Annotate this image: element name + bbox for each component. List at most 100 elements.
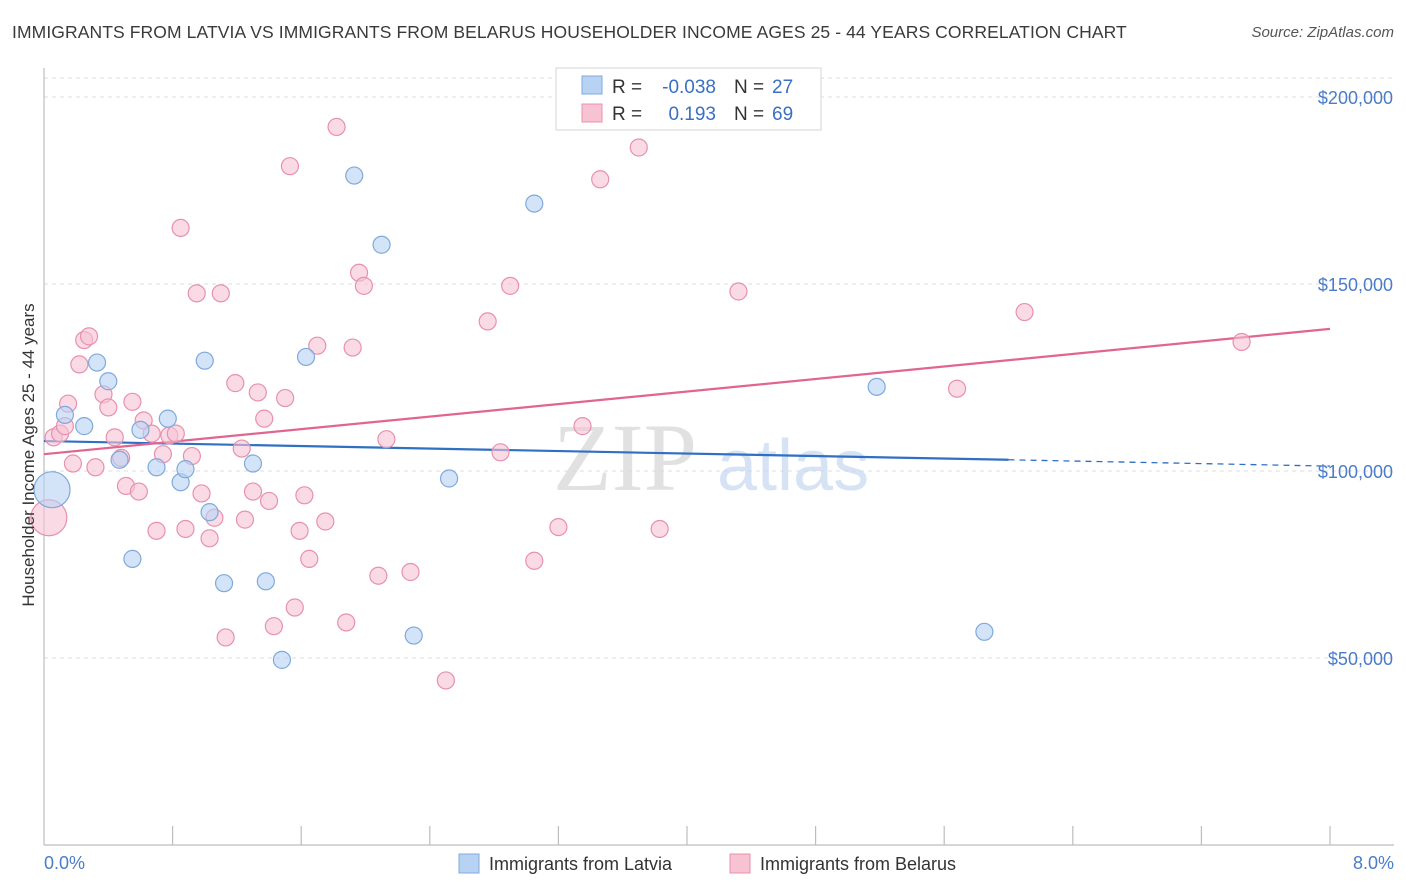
data-point-belarus bbox=[259, 491, 279, 511]
data-point-belarus bbox=[436, 671, 455, 690]
data-point-belarus bbox=[401, 562, 420, 582]
data-point-latvia bbox=[214, 574, 234, 593]
data-point-latvia bbox=[131, 420, 150, 439]
data-point-belarus bbox=[235, 510, 255, 529]
data-point-belarus bbox=[123, 392, 142, 411]
watermark: ZIP atlas bbox=[553, 404, 869, 511]
data-point-belarus bbox=[211, 284, 230, 303]
chart-title: IMMIGRANTS FROM LATVIA VS IMMIGRANTS FRO… bbox=[12, 22, 1127, 42]
stats-r-label-latvia: R = bbox=[612, 77, 642, 98]
data-point-latvia bbox=[147, 458, 166, 477]
stats-n-label-latvia: N = bbox=[734, 77, 764, 98]
data-point-belarus bbox=[99, 398, 118, 417]
data-point-belarus bbox=[308, 336, 327, 355]
data-point-latvia bbox=[243, 454, 263, 473]
stats-legend: R = -0.038 N = 27 R = 0.193 N = 69 bbox=[555, 67, 822, 131]
stats-n-label-belarus: N = bbox=[734, 104, 764, 125]
data-point-belarus bbox=[300, 549, 319, 568]
data-point-belarus bbox=[295, 486, 314, 505]
data-point-belarus bbox=[650, 519, 669, 539]
stats-n-value-belarus: 69 bbox=[772, 104, 793, 125]
y-tick-labels: $50,000 $100,000 $150,000 $200,000 bbox=[1318, 88, 1393, 669]
stats-swatch-belarus bbox=[581, 103, 603, 123]
data-point-latvia bbox=[87, 353, 107, 372]
data-point-belarus bbox=[501, 276, 520, 295]
y-tick-label: $50,000 bbox=[1328, 649, 1393, 669]
data-point-belarus bbox=[354, 276, 373, 295]
data-point-belarus bbox=[343, 338, 362, 357]
data-point-latvia bbox=[110, 450, 129, 469]
data-point-latvia bbox=[404, 626, 423, 645]
data-point-latvia bbox=[33, 471, 71, 509]
data-point-latvia bbox=[176, 460, 195, 479]
data-point-belarus bbox=[129, 482, 148, 501]
data-point-belarus bbox=[1232, 332, 1251, 352]
grid-lines bbox=[44, 77, 1394, 659]
stats-n-value-latvia: 27 bbox=[772, 77, 793, 98]
data-point-belarus bbox=[337, 613, 356, 632]
data-point-belarus bbox=[478, 312, 497, 331]
data-point-latvia bbox=[525, 194, 544, 213]
data-point-belarus bbox=[166, 424, 185, 443]
data-point-latvia bbox=[345, 166, 364, 185]
data-point-belarus bbox=[147, 521, 166, 540]
y-axis-label: Householder Income Ages 25 - 44 years bbox=[19, 303, 38, 606]
data-point-belarus bbox=[491, 443, 510, 462]
x-tick-label-min: 0.0% bbox=[44, 853, 85, 873]
y-tick-label: $100,000 bbox=[1318, 462, 1393, 482]
data-point-latvia bbox=[272, 650, 292, 669]
series-legend: Immigrants from Latvia Immigrants from B… bbox=[458, 853, 956, 874]
data-point-latvia bbox=[439, 469, 459, 488]
data-point-belarus bbox=[525, 551, 544, 570]
watermark-zip: ZIP bbox=[553, 404, 697, 511]
legend-swatch-belarus bbox=[729, 853, 751, 874]
data-point-belarus bbox=[1015, 302, 1034, 322]
legend-label-latvia: Immigrants from Latvia bbox=[489, 854, 673, 874]
data-point-belarus bbox=[171, 218, 190, 237]
data-point-belarus bbox=[377, 430, 396, 449]
data-point-belarus bbox=[729, 282, 748, 301]
data-point-belarus bbox=[232, 439, 251, 458]
data-point-belarus bbox=[226, 374, 245, 393]
data-point-belarus bbox=[70, 355, 89, 374]
data-point-belarus bbox=[79, 327, 99, 346]
data-point-belarus bbox=[280, 157, 300, 176]
latvia-points bbox=[33, 166, 994, 669]
data-point-belarus bbox=[327, 117, 346, 137]
data-point-belarus bbox=[629, 138, 648, 157]
stats-r-value-latvia: -0.038 bbox=[662, 77, 716, 98]
data-point-belarus bbox=[316, 512, 335, 531]
data-point-latvia bbox=[296, 347, 316, 367]
trend-lines bbox=[43, 327, 1331, 467]
data-point-belarus bbox=[573, 417, 592, 436]
data-point-belarus bbox=[549, 517, 568, 537]
trend-line-belarus bbox=[43, 327, 1331, 456]
y-tick-label: $200,000 bbox=[1318, 88, 1393, 108]
data-point-belarus bbox=[187, 284, 206, 303]
chart-source: Source: ZipAtlas.com bbox=[1251, 24, 1394, 41]
data-point-belarus bbox=[285, 598, 304, 617]
data-point-belarus bbox=[276, 388, 295, 408]
data-point-belarus bbox=[192, 484, 211, 503]
trend-line-latvia-extension bbox=[1008, 459, 1331, 467]
stats-r-label-belarus: R = bbox=[612, 104, 642, 125]
legend-swatch-latvia bbox=[458, 853, 480, 874]
data-point-latvia bbox=[975, 622, 994, 641]
data-point-latvia bbox=[200, 503, 219, 522]
axes bbox=[43, 68, 1394, 846]
data-point-latvia bbox=[372, 235, 391, 254]
data-point-belarus bbox=[264, 617, 283, 636]
data-point-latvia bbox=[123, 549, 142, 568]
data-point-belarus bbox=[105, 428, 124, 447]
data-point-belarus bbox=[290, 521, 309, 540]
data-point-belarus bbox=[216, 628, 235, 647]
data-point-belarus bbox=[63, 454, 83, 473]
data-point-belarus bbox=[200, 529, 219, 548]
data-point-belarus bbox=[591, 170, 610, 189]
data-point-latvia bbox=[55, 405, 74, 424]
data-point-latvia bbox=[158, 409, 177, 428]
data-point-latvia bbox=[75, 417, 94, 436]
data-point-belarus bbox=[176, 519, 195, 539]
data-point-latvia bbox=[256, 572, 275, 591]
